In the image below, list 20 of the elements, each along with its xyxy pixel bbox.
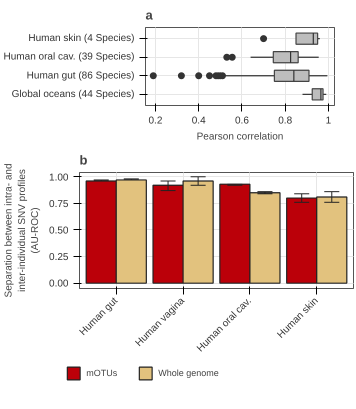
y-tick-label: Human skin (4 Species) [28,33,135,44]
y-tick-label: Human oral cav. (39 Species) [4,52,135,63]
x-tick-label: 0.4 [192,116,206,126]
chart-title: b [80,152,88,168]
x-tick-label: 0.6 [234,116,250,126]
x-axis-title: Pearson correlation [196,132,284,142]
y-tick-label: 0.75 [49,198,69,210]
y-tick-label: Human gut (86 Species) [26,70,135,82]
y-tick-label: 0.00 [49,278,69,290]
x-tick-label: 1 [326,116,332,126]
y-axis-title: Separation between intra- and inter-individual SNV profiles (AU-ROC) [4,164,42,298]
legend-label: mOTUs [86,368,118,378]
y-tick-label: 0.50 [49,225,69,236]
y-tick-label: 1.00 [49,172,69,184]
x-tick-label: 0.2 [148,116,163,126]
y-tick-label: Global oceans (44 Species) [12,88,135,100]
legend-label: Whole genome [158,368,219,378]
chart-title: a [146,8,154,22]
x-tick-label: 0.8 [278,116,293,126]
y-tick-label: 0.25 [49,252,69,264]
